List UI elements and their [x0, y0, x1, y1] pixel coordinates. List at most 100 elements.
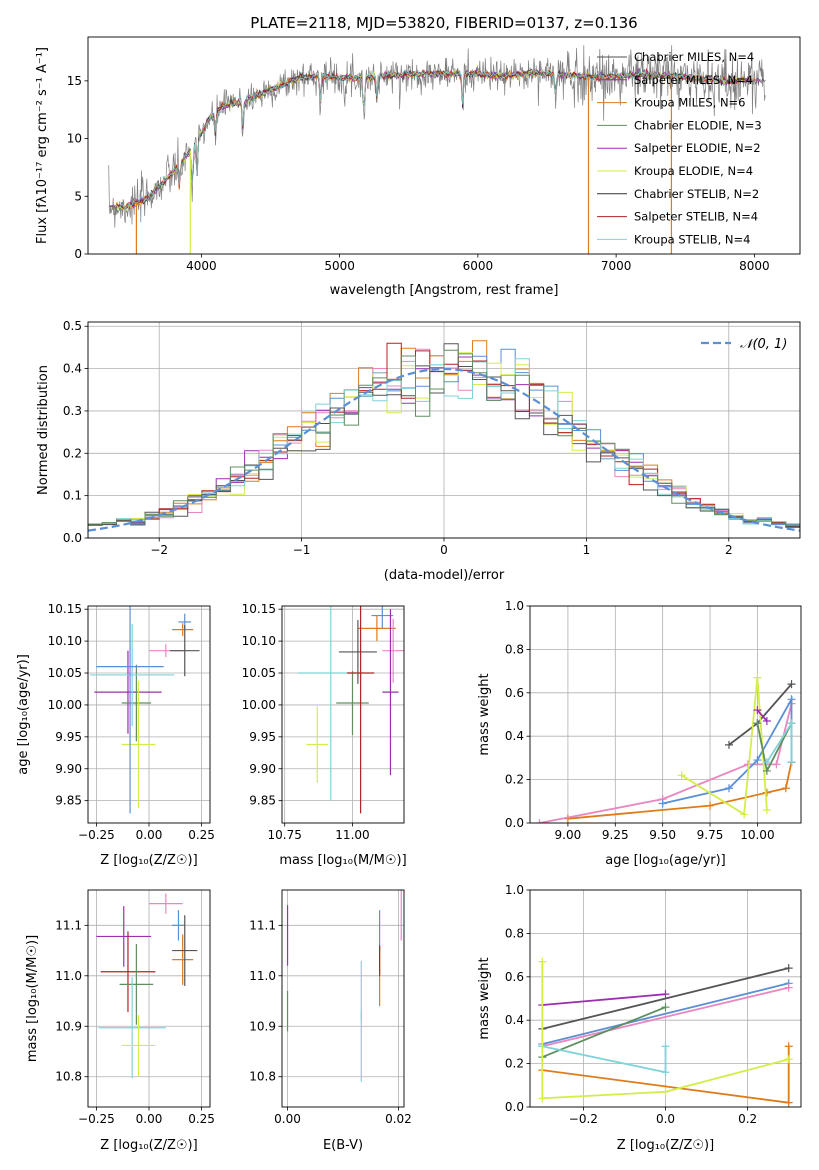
axes-frame: [281, 605, 405, 824]
y-tick-label: 0.4: [63, 362, 82, 376]
plot-area: [538, 957, 793, 1107]
weight-line: [541, 961, 789, 1100]
y-tick-label: 10.00: [48, 698, 82, 712]
weight-marker: [784, 983, 793, 992]
weight-marker: [753, 719, 762, 728]
x-axis-label: Z [log₁₀(Z/Z☉)]: [100, 1138, 197, 1153]
y-tick-label: 0.1: [63, 489, 82, 503]
weight-line: [542, 982, 789, 1045]
x-axis-label: age [log₁₀(age/yr)]: [605, 853, 726, 868]
x-tick-label: 0.00: [274, 1112, 301, 1126]
weight-marker: [784, 1055, 793, 1064]
x-axis-label: wavelength [Angstrom, rest frame]: [330, 283, 559, 298]
y-tick-label: 0.3: [63, 404, 82, 418]
y-tick-label: 10.9: [249, 1019, 276, 1033]
x-tick-label: −0.25: [78, 1112, 115, 1126]
y-tick-label: 9.85: [55, 794, 82, 808]
x-tick-label: 9.25: [602, 828, 629, 842]
legend-entry: Salpeter MILES, N=4: [634, 73, 753, 87]
x-tick-label: 0: [440, 543, 448, 557]
weight-line: [542, 967, 789, 1030]
weight-line: [756, 709, 768, 722]
chart-spectrum: 4000 5000 6000 7000 8000 0 5 10 15 wavelength [An…: [35, 36, 801, 298]
chart-mass-vs-ebv: 0.00 0.02 10.8 10.9 11.0 11.1 E(B-V): [249, 889, 412, 1153]
plot-area: [88, 340, 800, 538]
spectrum-title: PLATE=2118, MJD=53820, FIBERID=0137, z=0…: [250, 14, 637, 32]
x-tick-label: 2: [725, 543, 733, 557]
x-tick-label: 0.00: [136, 1112, 163, 1126]
plot-area: [286, 890, 402, 1082]
x-tick-label: 0.02: [385, 1112, 412, 1126]
x-tick-label: 0.00: [136, 828, 163, 842]
legend-entry: Chabrier MILES, N=4: [634, 50, 754, 64]
y-tick-label: 0.2: [505, 1057, 524, 1071]
y-tick-label: 9.95: [249, 730, 276, 744]
y-tick-label: 1.0: [505, 599, 524, 613]
legend-entry: Kroupa STELIB, N=4: [634, 232, 751, 246]
weight-marker: [661, 1087, 670, 1096]
weight-marker: [787, 695, 796, 704]
weight-marker: [677, 771, 686, 780]
legend-entry: Salpeter STELIB, N=4: [634, 210, 758, 224]
legend-entry: Kroupa ELODIE, N=4: [634, 164, 753, 178]
gaussian-curve: [88, 367, 800, 532]
x-tick-label: 11.00: [335, 828, 369, 842]
weight-marker: [658, 799, 667, 808]
x-tick-label: 0.25: [188, 828, 215, 842]
y-tick-label: 11.0: [249, 969, 276, 983]
plot-area: [298, 606, 404, 814]
weight-marker: [753, 756, 762, 765]
y-tick-label: 0.4: [505, 1013, 524, 1027]
x-axis-label: mass [log₁₀(M/M☉)]: [279, 853, 406, 868]
y-tick-label: 11.0: [55, 969, 82, 983]
weight-marker: [706, 801, 715, 810]
plot-area: [535, 673, 796, 823]
x-tick-label: 4000: [186, 259, 217, 273]
legend-entry: Chabrier STELIB, N=2: [634, 187, 759, 201]
weight-marker: [762, 717, 771, 726]
x-tick-label: 7000: [601, 259, 632, 273]
x-tick-label: 6000: [463, 259, 494, 273]
y-tick-label: 0: [74, 247, 82, 261]
chart-mass-weight-vs-age: 9.00 9.25 9.50 9.75 10.00 0.0 0.2 0.4 0.6 0.8 1.0 a…: [477, 599, 802, 868]
weight-marker: [787, 680, 796, 689]
y-axis-label: mass weight: [477, 957, 492, 1039]
y-tick-label: 11.1: [249, 918, 276, 932]
y-tick-label: 10.10: [48, 634, 82, 648]
weight-marker: [538, 957, 547, 966]
chart-age-vs-mass: 10.75 11.00 9.85 9.90 9.95 10.00 10.05 10.10 10.…: [242, 602, 407, 868]
weight-marker: [753, 673, 762, 682]
plot-area: [90, 606, 200, 814]
chart-mass-weight-vs-Z: −0.2 0.0 0.2 0.0 0.2 0.4 0.6 0.8 1.0 Z [log₁₀(Z/Z…: [477, 883, 802, 1153]
weight-line: [542, 993, 666, 1006]
x-tick-label: 0.0: [656, 1112, 675, 1126]
y-tick-label: 10.8: [249, 1070, 276, 1084]
x-tick-label: −2: [150, 543, 168, 557]
y-tick-label: 0.5: [63, 319, 82, 333]
legend-entry: Salpeter ELODIE, N=2: [634, 141, 761, 155]
legend-entry: Kroupa MILES, N=6: [634, 96, 746, 110]
y-tick-label: 10: [67, 132, 82, 146]
x-tick-label: 0.2: [738, 1112, 757, 1126]
y-tick-label: 0.0: [63, 531, 82, 545]
weight-marker: [740, 810, 749, 819]
x-tick-label: 1: [583, 543, 591, 557]
y-axis-label: Normed distribution: [36, 365, 51, 495]
x-tick-label: 8000: [739, 259, 770, 273]
weight-marker: [784, 1098, 793, 1107]
y-tick-label: 11.1: [55, 918, 82, 932]
y-tick-label: 0.4: [505, 729, 524, 743]
x-tick-label: −1: [293, 543, 311, 557]
y-axis-label: Flux [fλ10⁻¹⁷ erg cm⁻² s⁻¹ A⁻¹]: [35, 47, 50, 244]
y-axis-label: mass weight: [477, 673, 492, 755]
y-tick-label: 9.90: [249, 762, 276, 776]
weight-marker: [724, 784, 733, 793]
y-tick-label: 1.0: [505, 883, 524, 897]
x-tick-label: 10.00: [740, 828, 774, 842]
model-spectrum-line: [119, 69, 733, 210]
y-tick-label: 0.2: [505, 773, 524, 787]
y-tick-label: 10.10: [242, 634, 276, 648]
y-tick-label: 10.15: [48, 602, 82, 616]
weight-marker: [538, 1094, 547, 1103]
